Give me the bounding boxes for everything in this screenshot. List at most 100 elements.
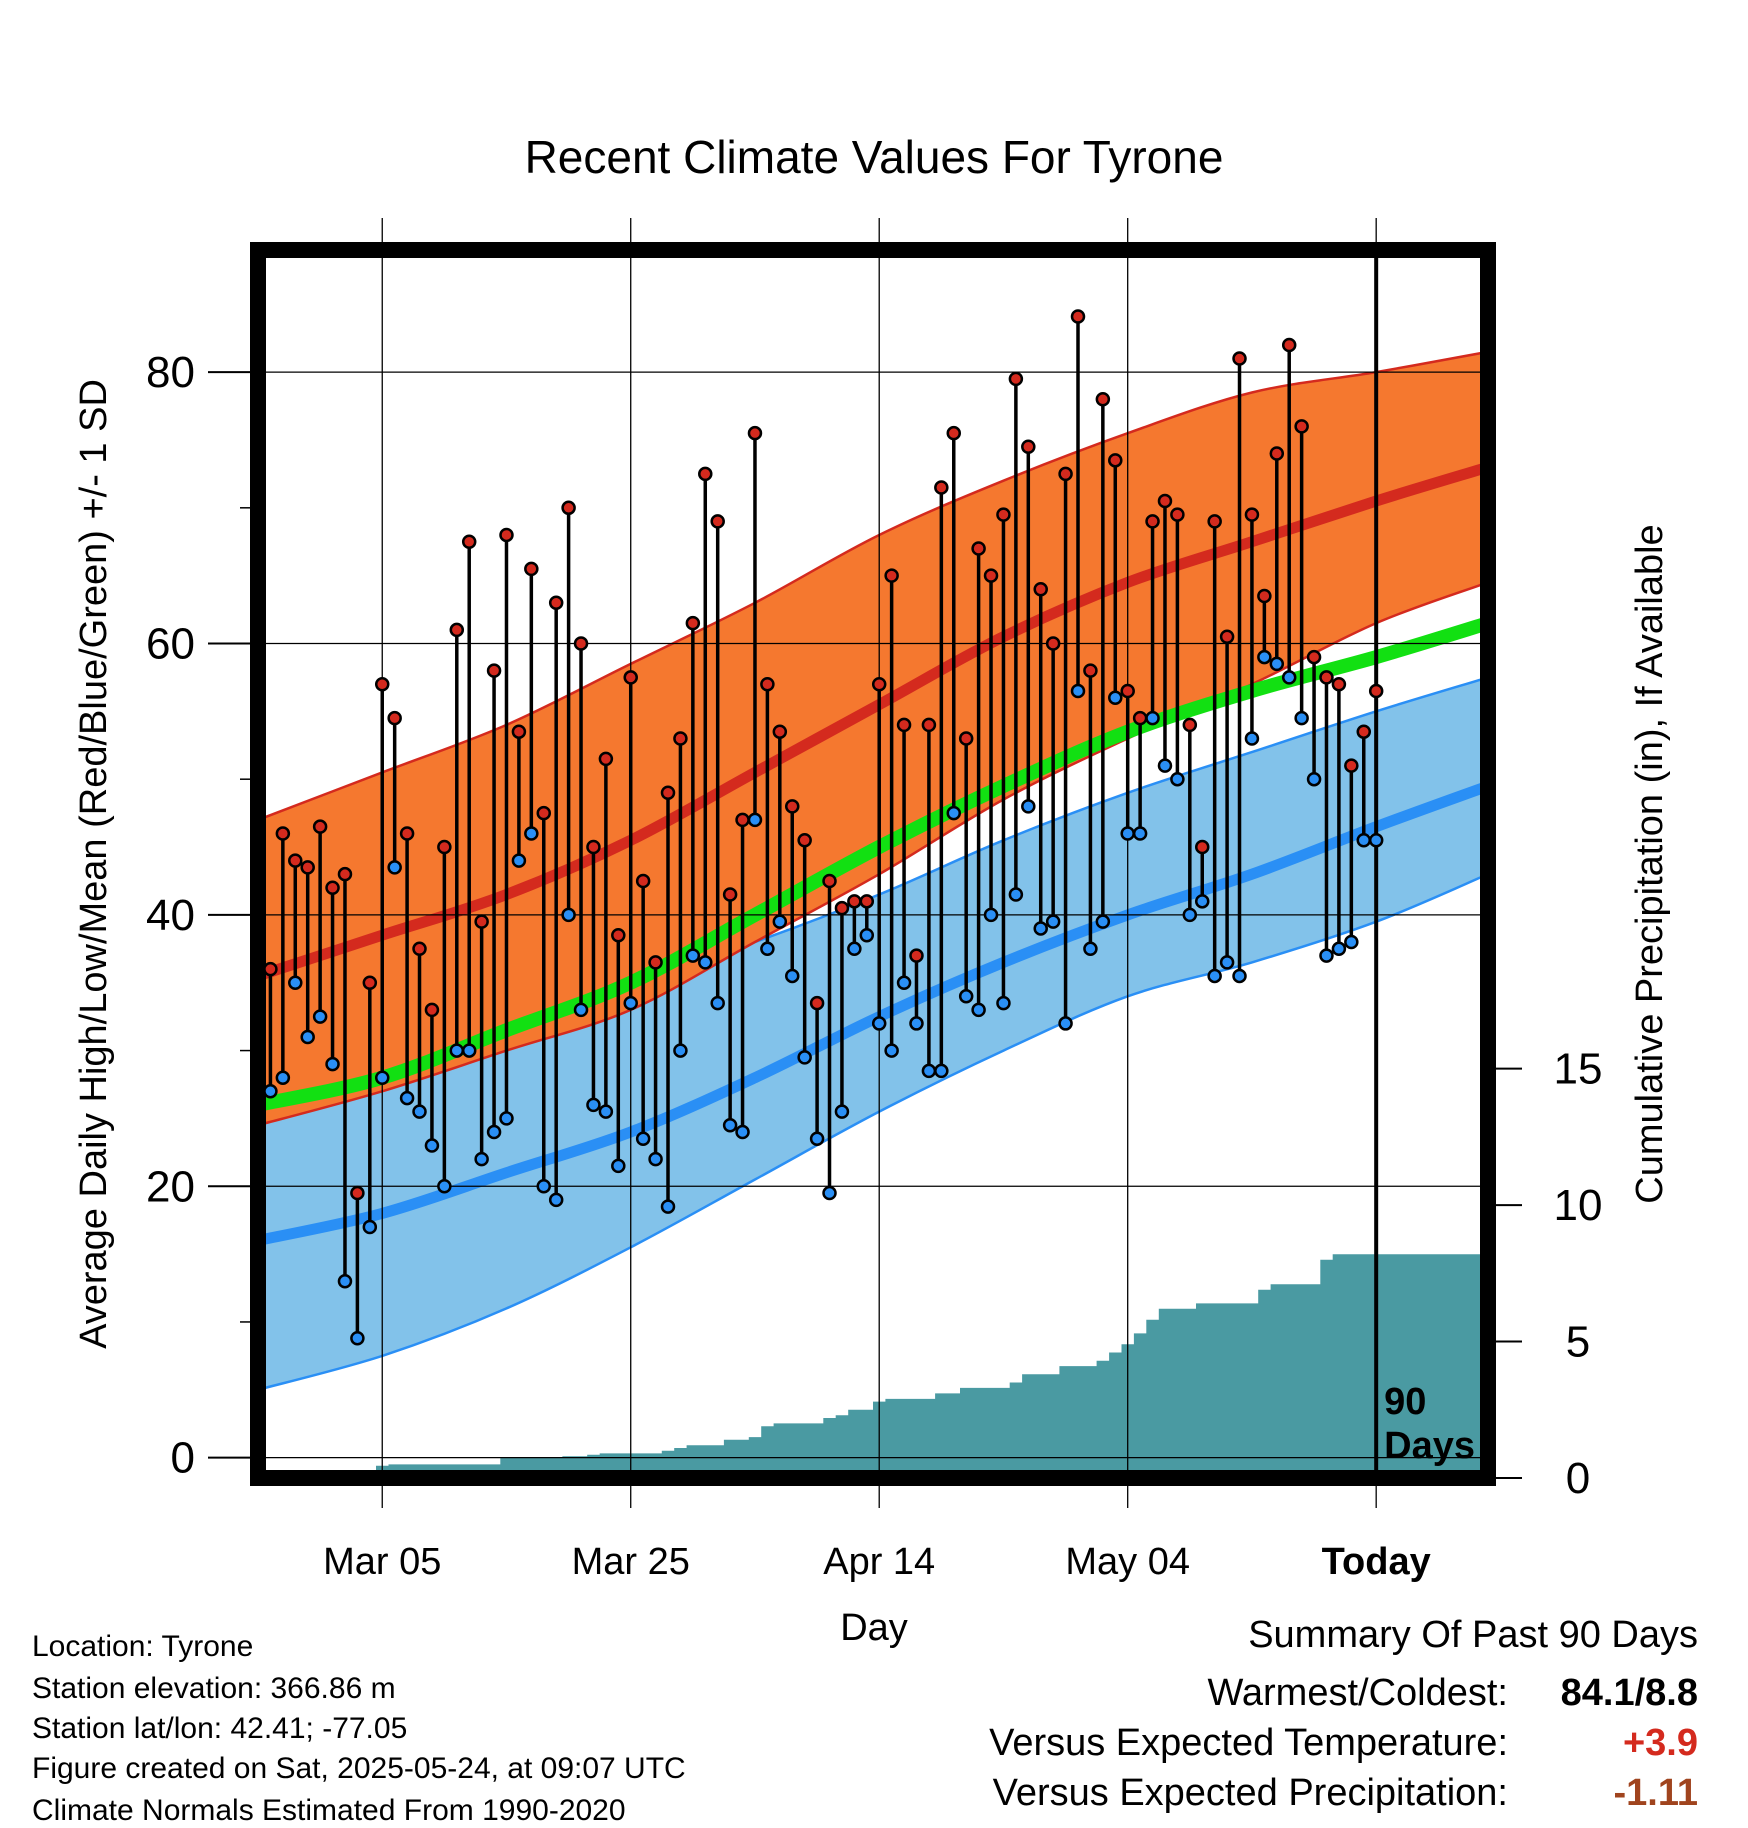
x-tick-label: Mar 25: [572, 1541, 690, 1583]
daily-low-point: [1207, 968, 1222, 984]
precipitation-label: Versus Expected Precipitation:: [992, 1772, 1508, 1814]
daily-high-point: [971, 541, 986, 556]
daily-low-point: [1232, 968, 1247, 984]
daily-high-point: [847, 894, 862, 909]
chart-title: Recent Climate Values For Tyrone: [524, 131, 1224, 183]
daily-high-point: [635, 873, 651, 889]
y-tick-label: 80: [146, 348, 195, 397]
daily-low-point: [300, 1029, 315, 1045]
daily-low-point: [1319, 948, 1334, 963]
summary-temperature: Versus Expected Temperature: +3.9: [989, 1722, 1698, 1765]
daily-high-point: [710, 514, 725, 529]
daily-high-point: [399, 826, 415, 841]
daily-high-point: [275, 826, 291, 841]
daily-high-point: [946, 425, 962, 441]
daily-low-point: [673, 1043, 688, 1058]
precipitation-value: -1.11: [1613, 1772, 1698, 1814]
daily-high-point: [859, 894, 875, 909]
daily-low-point: [884, 1043, 899, 1058]
daily-high-point: [958, 731, 974, 746]
y2-tick-label: 10: [1554, 1181, 1603, 1230]
daily-high-point: [424, 1002, 440, 1018]
daily-low-point: [1269, 656, 1285, 672]
daily-low-point: [536, 1179, 552, 1194]
daily-high-point: [1306, 649, 1322, 665]
daily-high-point: [685, 615, 701, 631]
daily-low-point: [263, 1084, 278, 1099]
daily-high-point: [1033, 581, 1048, 597]
daily-low-point: [772, 914, 788, 929]
daily-high-point: [1157, 493, 1173, 509]
daily-high-point: [412, 941, 427, 957]
daily-high-point: [772, 724, 788, 739]
daily-high-point: [337, 866, 353, 882]
daily-high-point: [437, 839, 452, 855]
daily-low-point: [797, 1050, 812, 1065]
warmest-coldest-label: Warmest/Coldest:: [1207, 1672, 1508, 1714]
daily-high-point: [797, 833, 812, 848]
daily-high-point: [499, 527, 514, 543]
daily-high-point: [896, 717, 912, 733]
daily-high-point: [362, 975, 378, 990]
location-text: Location: Tyrone: [32, 1630, 254, 1663]
daily-high-point: [648, 955, 663, 970]
normals-text: Climate Normals Estimated From 1990-2020: [32, 1794, 626, 1827]
daily-low-point: [1257, 649, 1272, 665]
warmest-coldest-value: 84.1/8.8: [1560, 1672, 1698, 1714]
daily-high-point: [1356, 724, 1372, 739]
daily-high-point: [387, 710, 402, 726]
y2-tick-label: 5: [1566, 1318, 1590, 1367]
daily-high-point: [461, 534, 477, 549]
x-axis-label: Day: [840, 1607, 908, 1649]
daily-low-point: [623, 995, 638, 1011]
daily-high-point: [760, 676, 775, 692]
daily-high-point: [871, 676, 887, 692]
daily-high-point: [1269, 446, 1285, 461]
daily-high-point: [1281, 337, 1297, 353]
daily-low-point: [1120, 826, 1135, 841]
daily-high-point: [660, 785, 676, 801]
daily-low-point: [474, 1151, 489, 1167]
daily-high-point: [536, 805, 552, 821]
y-tick-label: 20: [146, 1162, 195, 1211]
daily-low-point: [275, 1070, 291, 1085]
daily-high-point: [1008, 371, 1024, 387]
daily-low-point: [1294, 710, 1309, 726]
summary-precipitation: Versus Expected Precipitation: -1.11: [993, 1772, 1698, 1815]
y-tick-label: 0: [171, 1434, 195, 1483]
daily-high-point: [1170, 507, 1185, 522]
daily-high-point: [263, 961, 278, 977]
daily-low-point: [1219, 955, 1235, 970]
summary-title: Summary Of Past 90 Days: [1248, 1614, 1698, 1656]
daily-low-point: [561, 907, 576, 923]
x-tick-label: May 04: [1065, 1541, 1190, 1583]
daily-high-point: [673, 731, 688, 746]
daily-low-point: [946, 805, 962, 821]
temperature-value: +3.9: [1622, 1722, 1698, 1764]
daily-high-point: [1083, 663, 1098, 678]
daily-low-point: [461, 1043, 477, 1058]
daily-low-point: [337, 1273, 353, 1289]
y2-tick-label: 0: [1566, 1454, 1590, 1503]
daily-low-point: [698, 955, 713, 970]
daily-low-point: [971, 1002, 986, 1018]
daily-high-point: [1219, 629, 1235, 644]
daily-low-point: [1033, 921, 1048, 936]
daily-high-point: [325, 880, 340, 895]
daily-low-point: [660, 1199, 676, 1214]
daily-low-point: [1182, 907, 1198, 923]
daily-high-point: [474, 914, 489, 929]
daily-low-point: [1108, 690, 1123, 706]
daily-high-point: [1182, 717, 1198, 733]
daily-high-point: [1021, 439, 1036, 455]
daily-high-point: [1120, 683, 1135, 699]
daily-low-point: [586, 1097, 601, 1113]
y-tick-label: 60: [146, 620, 195, 669]
summary-warmest-coldest: Warmest/Coldest: 84.1/8.8: [1207, 1672, 1698, 1715]
daily-low-point: [834, 1104, 850, 1119]
daily-low-point: [1145, 710, 1160, 726]
latlon-text: Station lat/lon: 42.41; -77.05: [32, 1712, 408, 1745]
daily-low-point: [1194, 894, 1210, 909]
daily-low-point: [424, 1138, 440, 1153]
daily-high-point: [1331, 676, 1347, 692]
